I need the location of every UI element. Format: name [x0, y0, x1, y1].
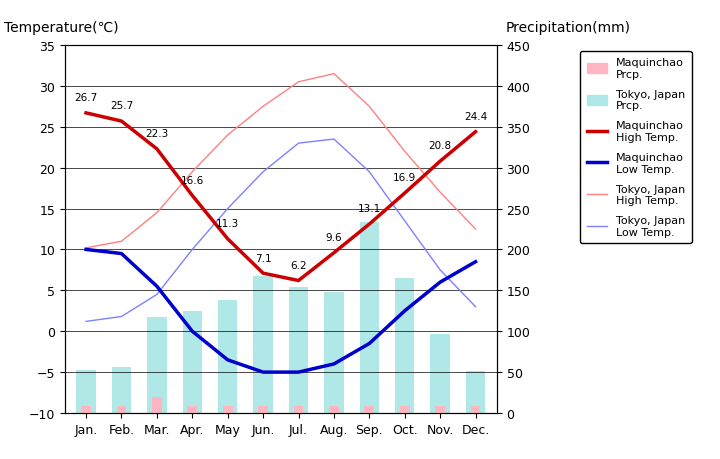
- Bar: [147, 317, 166, 413]
- Bar: [395, 279, 415, 413]
- Maquinchao
High Temp.: [223, 236, 232, 242]
- Bar: [329, 406, 339, 413]
- Tokyo, Japan
High Temp.: [82, 246, 91, 251]
- Text: 16.9: 16.9: [393, 173, 416, 183]
- Maquinchao
High Temp.: [258, 271, 267, 276]
- Text: 24.4: 24.4: [464, 112, 487, 122]
- Bar: [359, 222, 379, 413]
- Tokyo, Japan
Low Temp.: [117, 314, 126, 319]
- Line: Maquinchao
Low Temp.: Maquinchao Low Temp.: [86, 250, 475, 372]
- Bar: [183, 311, 202, 413]
- Tokyo, Japan
Low Temp.: [223, 207, 232, 212]
- Maquinchao
Low Temp.: [258, 369, 267, 375]
- Maquinchao
Low Temp.: [400, 308, 409, 314]
- Text: Precipitation(mm): Precipitation(mm): [505, 21, 631, 35]
- Maquinchao
High Temp.: [365, 222, 374, 227]
- Bar: [466, 371, 485, 413]
- Line: Tokyo, Japan
Low Temp.: Tokyo, Japan Low Temp.: [86, 140, 475, 322]
- Maquinchao
Low Temp.: [471, 259, 480, 265]
- Tokyo, Japan
Low Temp.: [82, 319, 91, 325]
- Text: 6.2: 6.2: [290, 260, 307, 270]
- Text: 11.3: 11.3: [216, 218, 239, 229]
- Maquinchao
Low Temp.: [330, 361, 338, 367]
- Maquinchao
Low Temp.: [294, 369, 303, 375]
- Bar: [324, 292, 343, 413]
- Line: Maquinchao
High Temp.: Maquinchao High Temp.: [86, 114, 475, 281]
- Text: 9.6: 9.6: [325, 233, 342, 242]
- Bar: [218, 301, 238, 413]
- Maquinchao
High Temp.: [330, 251, 338, 256]
- Tokyo, Japan
High Temp.: [365, 104, 374, 110]
- Tokyo, Japan
Low Temp.: [294, 141, 303, 146]
- Bar: [471, 406, 480, 413]
- Tokyo, Japan
High Temp.: [330, 72, 338, 77]
- Bar: [431, 334, 450, 413]
- Maquinchao
Low Temp.: [436, 280, 444, 285]
- Maquinchao
High Temp.: [153, 147, 161, 152]
- Text: 7.1: 7.1: [255, 253, 271, 263]
- Tokyo, Japan
Low Temp.: [400, 218, 409, 224]
- Bar: [253, 276, 273, 413]
- Maquinchao
High Temp.: [400, 191, 409, 196]
- Tokyo, Japan
Low Temp.: [436, 268, 444, 273]
- Maquinchao
High Temp.: [294, 278, 303, 284]
- Tokyo, Japan
High Temp.: [400, 149, 409, 155]
- Bar: [294, 406, 303, 413]
- Maquinchao
Low Temp.: [82, 247, 91, 252]
- Bar: [258, 406, 268, 413]
- Maquinchao
Low Temp.: [223, 357, 232, 363]
- Bar: [222, 406, 233, 413]
- Tokyo, Japan
High Temp.: [471, 227, 480, 232]
- Tokyo, Japan
Low Temp.: [471, 304, 480, 310]
- Tokyo, Japan
Low Temp.: [365, 170, 374, 175]
- Bar: [112, 367, 131, 413]
- Tokyo, Japan
High Temp.: [223, 133, 232, 139]
- Tokyo, Japan
High Temp.: [294, 80, 303, 85]
- Tokyo, Japan
High Temp.: [117, 239, 126, 245]
- Tokyo, Japan
Low Temp.: [153, 292, 161, 297]
- Text: 26.7: 26.7: [74, 93, 98, 103]
- Maquinchao
Low Temp.: [117, 251, 126, 257]
- Bar: [152, 397, 162, 413]
- Maquinchao
Low Temp.: [365, 341, 374, 347]
- Bar: [400, 406, 410, 413]
- Tokyo, Japan
Low Temp.: [188, 247, 197, 252]
- Bar: [81, 406, 91, 413]
- Tokyo, Japan
Low Temp.: [330, 137, 338, 142]
- Bar: [117, 406, 126, 413]
- Maquinchao
High Temp.: [117, 119, 126, 124]
- Bar: [436, 406, 445, 413]
- Maquinchao
High Temp.: [436, 159, 444, 164]
- Tokyo, Japan
Low Temp.: [258, 170, 267, 175]
- Bar: [187, 406, 197, 413]
- Text: 16.6: 16.6: [181, 175, 204, 185]
- Line: Tokyo, Japan
High Temp.: Tokyo, Japan High Temp.: [86, 74, 475, 248]
- Maquinchao
High Temp.: [82, 111, 91, 117]
- Text: Temperature(℃): Temperature(℃): [4, 21, 119, 35]
- Text: 13.1: 13.1: [358, 204, 381, 214]
- Tokyo, Japan
High Temp.: [436, 190, 444, 196]
- Tokyo, Japan
High Temp.: [188, 170, 197, 175]
- Tokyo, Japan
High Temp.: [153, 210, 161, 216]
- Bar: [76, 371, 96, 413]
- Bar: [364, 406, 374, 413]
- Maquinchao
Low Temp.: [188, 329, 197, 334]
- Text: 25.7: 25.7: [110, 101, 133, 111]
- Tokyo, Japan
High Temp.: [258, 104, 267, 110]
- Text: 20.8: 20.8: [428, 141, 451, 151]
- Maquinchao
Low Temp.: [153, 284, 161, 289]
- Legend: Maquinchao
Prcp., Tokyo, Japan
Prcp., Maquinchao
High Temp., Maquinchao
Low Temp: Maquinchao Prcp., Tokyo, Japan Prcp., Ma…: [580, 51, 692, 244]
- Text: 22.3: 22.3: [145, 129, 168, 139]
- Maquinchao
High Temp.: [188, 193, 197, 199]
- Maquinchao
High Temp.: [471, 129, 480, 135]
- Bar: [289, 287, 308, 413]
